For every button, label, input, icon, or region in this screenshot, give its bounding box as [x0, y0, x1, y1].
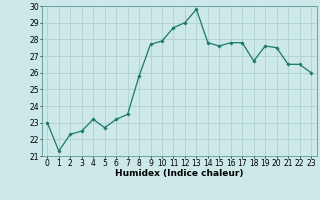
X-axis label: Humidex (Indice chaleur): Humidex (Indice chaleur) — [115, 169, 244, 178]
